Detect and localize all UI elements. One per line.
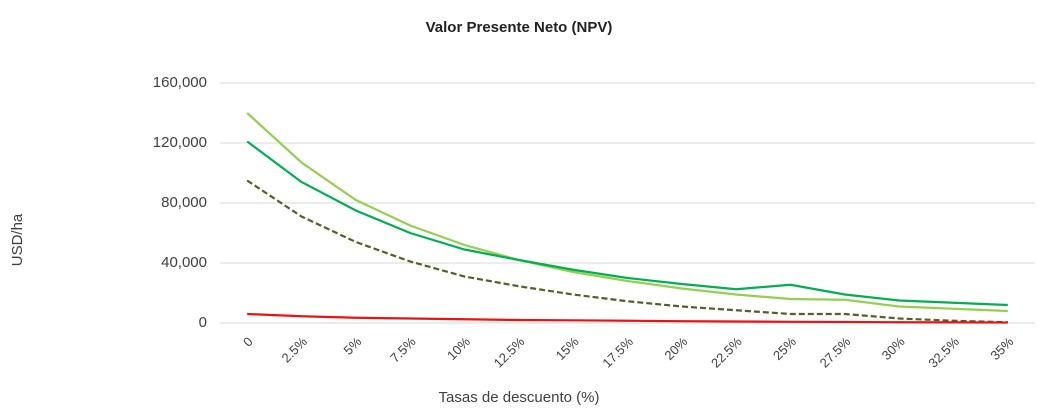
- series-line: [246, 140, 1008, 307]
- x-tick-label: 22.5%: [708, 334, 745, 371]
- x-tick-label: 30%: [879, 334, 908, 363]
- x-tick-label: 25%: [770, 334, 799, 363]
- x-tick-label: 17.5%: [599, 334, 636, 371]
- series-line: [247, 312, 1008, 324]
- y-axis-label: USD/ha: [9, 213, 26, 266]
- series-line: [246, 112, 1008, 313]
- x-tick-label: 7.5%: [387, 334, 419, 366]
- x-tick-label: 35%: [987, 334, 1016, 363]
- x-tick-label: 0: [240, 334, 256, 350]
- x-tick-label: 27.5%: [817, 334, 854, 371]
- x-tick-label: 5%: [340, 334, 364, 358]
- x-tick-label: 12.5%: [491, 334, 528, 371]
- x-tick-label: 32.5%: [925, 334, 962, 371]
- x-tick-label: 10%: [444, 334, 473, 363]
- chart-title: Valor Presente Neto (NPV): [426, 19, 613, 36]
- y-tick-label: 80,000: [161, 194, 207, 211]
- x-tick-label: 20%: [661, 334, 690, 363]
- y-tick-label: 120,000: [153, 134, 207, 151]
- y-tick-label: 0: [199, 314, 207, 331]
- x-tick-label: 15%: [553, 334, 582, 363]
- series-line: [246, 179, 1008, 324]
- x-axis-label: Tasas de descuento (%): [439, 389, 600, 406]
- y-tick-label: 160,000: [153, 74, 207, 91]
- x-tick-label: 2.5%: [278, 334, 310, 366]
- y-tick-label: 40,000: [161, 254, 207, 271]
